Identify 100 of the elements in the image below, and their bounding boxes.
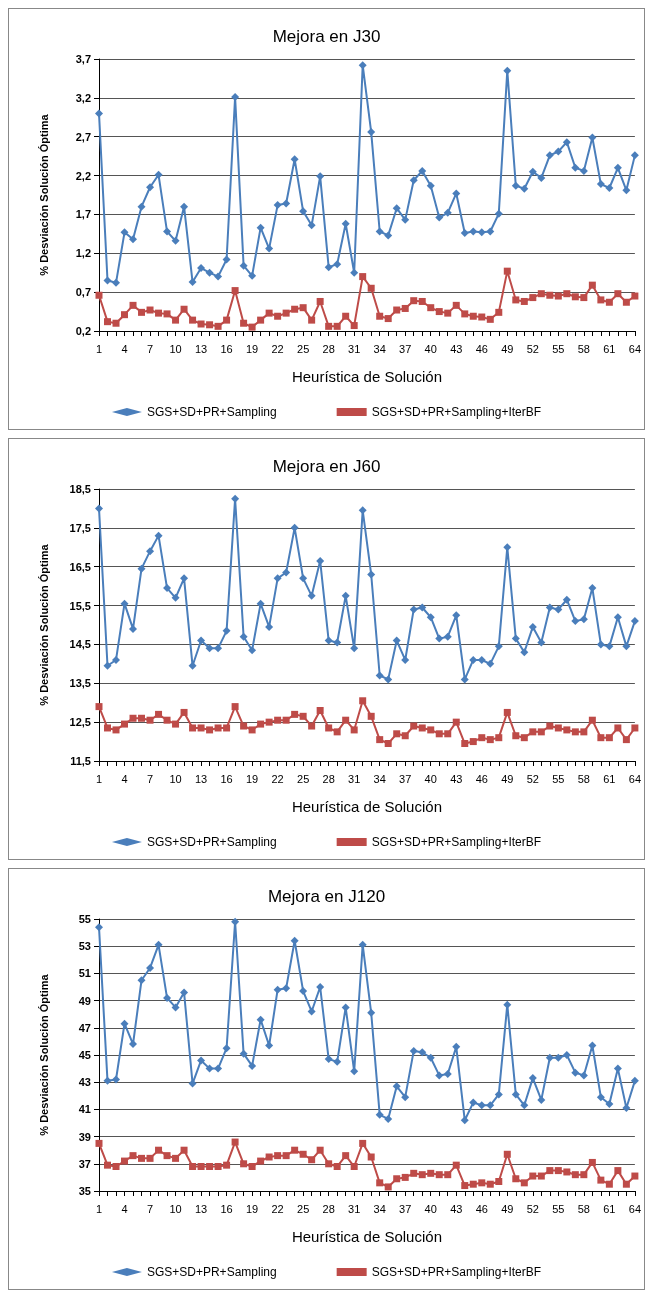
x-tick-label: 46 <box>475 772 488 785</box>
x-tick-label: 28 <box>322 772 335 785</box>
x-tick-label: 64 <box>628 342 642 355</box>
y-tick-label: 0,2 <box>75 325 91 337</box>
y-axis-title: % Desviación Solución Óptima <box>37 973 50 1136</box>
x-tick-label: 43 <box>450 772 463 785</box>
x-axis-title: Heurística de Solución <box>291 1228 442 1245</box>
x-tick-label: 1 <box>95 342 103 355</box>
x-tick-label: 22 <box>271 342 284 355</box>
x-axis-title: Heurística de Solución <box>291 798 442 815</box>
y-tick-label: 13,5 <box>69 677 91 690</box>
x-tick-label: 61 <box>603 342 616 355</box>
x-tick-label: 34 <box>373 1202 386 1215</box>
x-tick-label: 58 <box>577 1202 590 1215</box>
y-tick-label: 2,7 <box>75 130 91 143</box>
y-tick-label: 37 <box>78 1157 91 1170</box>
x-tick-label: 13 <box>194 1202 208 1215</box>
y-tick-label: 35 <box>78 1185 91 1197</box>
legend-label: SGS+SD+PR+Sampling+IterBF <box>371 1265 542 1279</box>
x-tick-label: 25 <box>297 1202 310 1215</box>
x-tick-label: 64 <box>628 1202 642 1215</box>
legend-label: SGS+SD+PR+Sampling <box>146 835 277 849</box>
y-tick-label: 47 <box>78 1021 91 1034</box>
x-tick-label: 55 <box>552 342 565 355</box>
x-tick-label: 31 <box>348 772 361 785</box>
x-tick-label: 40 <box>424 772 437 785</box>
x-axis-title: Heurística de Solución <box>291 368 442 385</box>
x-tick-label: 13 <box>194 772 208 785</box>
x-tick-label: 55 <box>552 1202 565 1215</box>
x-tick-label: 49 <box>501 342 514 355</box>
x-tick-label: 19 <box>245 1202 259 1215</box>
x-tick-label: 34 <box>373 772 386 785</box>
x-tick-label: 37 <box>399 772 412 785</box>
x-tick-label: 43 <box>450 342 463 355</box>
x-tick-label: 4 <box>121 1202 128 1215</box>
x-tick-label: 37 <box>399 1202 412 1215</box>
chart-title: Mejora en J60 <box>272 457 381 476</box>
x-tick-label: 1 <box>95 772 103 785</box>
x-tick-label: 46 <box>475 342 488 355</box>
y-tick-label: 12,5 <box>69 716 91 729</box>
x-tick-label: 10 <box>169 772 182 785</box>
x-tick-label: 28 <box>322 342 335 355</box>
chart-title: Mejora en J120 <box>267 887 386 906</box>
x-tick-label: 46 <box>475 1202 488 1215</box>
y-tick-label: 49 <box>78 994 91 1007</box>
x-tick-label: 13 <box>194 342 208 355</box>
y-tick-label: 11,5 <box>70 755 91 767</box>
x-tick-label: 4 <box>121 342 128 355</box>
x-tick-label: 1 <box>95 1202 103 1215</box>
y-tick-label: 3,2 <box>75 91 91 104</box>
x-tick-label: 37 <box>399 342 412 355</box>
y-tick-label: 18,5 <box>69 483 91 495</box>
x-tick-label: 4 <box>121 772 128 785</box>
x-tick-label: 10 <box>169 1202 182 1215</box>
x-tick-label: 16 <box>220 1202 233 1215</box>
legend-label: SGS+SD+PR+Sampling <box>146 1265 277 1279</box>
y-tick-label: 14,5 <box>69 638 91 651</box>
x-tick-label: 22 <box>271 772 284 785</box>
y-tick-label: 51 <box>78 967 91 980</box>
x-tick-label: 58 <box>577 342 590 355</box>
x-tick-label: 43 <box>450 1202 463 1215</box>
y-tick-label: 41 <box>78 1103 91 1116</box>
legend-label: SGS+SD+PR+Sampling <box>146 405 277 419</box>
y-axis-title: % Desviación Solución Óptima <box>37 113 50 276</box>
y-tick-label: 43 <box>78 1076 91 1089</box>
x-tick-label: 31 <box>348 1202 361 1215</box>
y-tick-label: 53 <box>78 940 91 953</box>
y-tick-label: 39 <box>78 1130 91 1143</box>
y-tick-label: 1,7 <box>75 208 91 221</box>
x-tick-label: 52 <box>526 1202 539 1215</box>
y-axis-title: % Desviación Solución Óptima <box>37 543 50 706</box>
x-tick-label: 7 <box>146 342 154 355</box>
legend-label: SGS+SD+PR+Sampling+IterBF <box>371 405 542 419</box>
x-tick-label: 19 <box>245 772 259 785</box>
x-tick-label: 28 <box>322 1202 335 1215</box>
x-tick-label: 16 <box>220 342 233 355</box>
y-tick-label: 55 <box>78 913 91 925</box>
x-tick-label: 10 <box>169 342 182 355</box>
x-tick-label: 7 <box>146 772 154 785</box>
x-tick-label: 22 <box>271 1202 284 1215</box>
x-tick-label: 49 <box>501 1202 514 1215</box>
legend-label: SGS+SD+PR+Sampling+IterBF <box>371 835 542 849</box>
x-tick-label: 34 <box>373 342 386 355</box>
x-tick-label: 25 <box>297 342 310 355</box>
x-tick-label: 55 <box>552 772 565 785</box>
x-tick-label: 16 <box>220 772 233 785</box>
x-tick-label: 31 <box>348 342 361 355</box>
x-tick-label: 58 <box>577 772 590 785</box>
y-tick-label: 3,7 <box>75 53 91 65</box>
x-tick-label: 49 <box>501 772 514 785</box>
x-tick-label: 61 <box>603 772 616 785</box>
x-tick-label: 40 <box>424 1202 437 1215</box>
y-tick-label: 16,5 <box>69 560 91 573</box>
y-tick-label: 45 <box>78 1049 91 1061</box>
y-tick-label: 17,5 <box>69 521 91 534</box>
x-tick-label: 7 <box>146 1202 154 1215</box>
y-tick-label: 0,7 <box>75 286 91 299</box>
y-tick-label: 15,5 <box>69 599 91 612</box>
x-tick-label: 52 <box>526 342 539 355</box>
chart-title: Mejora en J30 <box>272 27 381 46</box>
